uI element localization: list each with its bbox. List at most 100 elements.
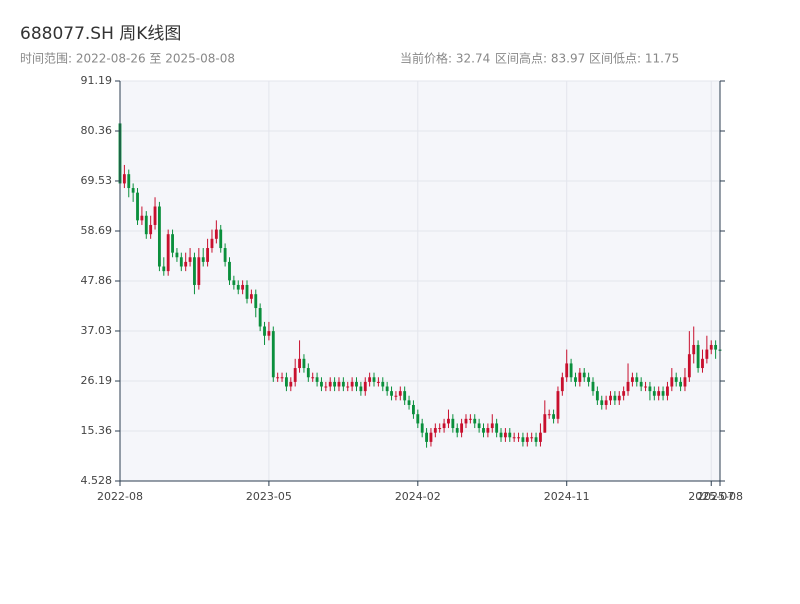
candle-body [644,386,647,388]
candle-body [289,381,293,387]
candle-body [324,386,328,388]
candle-body [565,363,569,378]
candle-body [609,395,612,401]
candle-body [376,381,380,383]
candle-body [477,423,481,429]
candle-body [556,391,560,419]
candle-body [425,432,428,442]
candle-body [398,391,402,396]
candle-body [679,381,683,387]
y-tick-label: 58.69 [81,224,113,237]
candle-body [241,284,245,290]
candle-body [214,229,218,239]
candle-body [442,423,446,429]
candle-body [473,418,477,424]
candle-body [617,395,621,401]
stat: 区间低点: 11.75 [589,52,679,66]
y-tick-label: 37.03 [81,324,113,337]
y-tick-label: 26.19 [81,374,113,387]
candle-body [232,280,236,285]
candle-body [657,391,661,396]
candle-body [263,326,266,336]
candle-body [626,381,630,392]
candle-body [166,234,170,272]
candle-body [131,188,135,193]
x-tick-label: 2023-05 [246,490,292,503]
candle-body [420,423,424,433]
candle-body [578,372,582,382]
candle-body [179,257,183,267]
candle-body [468,418,472,420]
stat: 区间高点: 83.97 [495,51,585,66]
candle-body [258,308,262,327]
candle-body [153,206,157,225]
candle-body [285,377,288,387]
candle-body [175,252,179,258]
y-tick-label: 69.53 [81,174,113,187]
x-tick-label: 2025-08 [697,490,743,503]
candle-body [635,377,639,382]
x-tick-label: 2022-08 [97,490,143,503]
candle-body [613,395,617,401]
candle-body [144,215,148,235]
candle-body [512,437,516,439]
candle-body [228,261,231,281]
candle-body [271,331,275,378]
candle-body [495,423,499,433]
candle-body [245,284,249,299]
y-tick-label: 4.528 [81,474,113,487]
y-tick-label: 80.36 [81,124,113,137]
candle-body [337,381,341,387]
candle-body [438,428,442,430]
candle-body [188,257,192,262]
candle-body [508,432,512,438]
candle-body [534,437,538,442]
candle-body [692,344,696,355]
candle-body [363,381,367,392]
candle-body [416,414,420,424]
candle-body [560,377,564,392]
candle-body [460,423,464,433]
candle-body [372,377,376,382]
y-tick-label: 15.36 [81,424,113,437]
x-tick-label: 2025-07 [688,490,734,503]
candle-body [433,428,437,433]
candle-body [552,414,555,419]
candle-body [683,377,687,387]
candle-body [412,404,415,415]
candle-body [464,418,468,424]
candle-body [652,391,656,396]
candle-body [122,174,126,184]
candle-body [543,414,547,433]
candle-body [193,257,196,285]
candle-body [394,395,398,397]
candle-body [210,238,214,249]
candle-body [359,386,363,392]
candle-body [197,257,201,285]
candle-body [385,386,389,392]
y-tick-label: 47.86 [81,274,113,287]
candle-body [670,377,674,387]
candle-body [157,206,161,267]
candle-body [254,294,258,309]
candle-body [517,437,520,439]
chart-title: 688077.SH 周K线图 [20,24,181,44]
candle-body [547,414,551,416]
candle-body [482,428,485,433]
candle-body [574,377,577,382]
candle-body [140,215,144,221]
y-tick-label: 91.19 [81,74,113,87]
chart-subtitle: 时间范围: 2022-08-26 至 2025-08-08 [20,52,235,66]
candle-body [451,418,455,429]
x-tick-label: 2024-11 [544,490,590,503]
candle-body [490,423,494,429]
candle-body [267,331,271,336]
candle-body [184,261,188,267]
x-tick-label: 2024-02 [395,490,441,503]
candle-body [206,248,210,262]
stat: 当前价格: 32.74 [400,51,490,66]
candle-body [595,391,599,401]
candle-body [162,266,166,272]
candle-body [298,358,301,369]
candle-body [569,363,573,378]
